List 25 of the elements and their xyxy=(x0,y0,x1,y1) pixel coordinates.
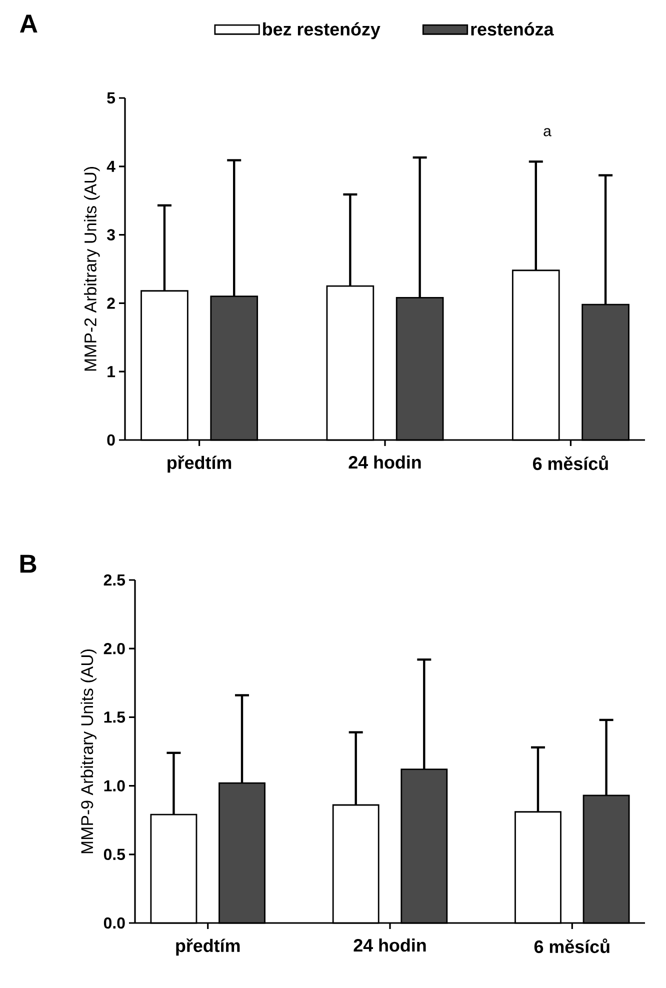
y-tick-label: 1 xyxy=(108,366,116,378)
y-tick-label: 4 xyxy=(106,160,116,172)
y-tick-label: 0.5 xyxy=(104,848,126,860)
y-tick-label: 5 xyxy=(107,92,116,104)
y-axis-title: MMP-2 Arbitrary Units (AU) xyxy=(84,167,100,371)
y-tick-label: 3 xyxy=(106,229,115,240)
legend-label: restenóza xyxy=(471,22,554,36)
y-tick-label: 2 xyxy=(107,298,115,309)
x-tick-label: 24 hodin xyxy=(348,456,421,469)
x-tick-label: 6 měsíců xyxy=(534,938,610,954)
chart-title: B xyxy=(20,554,36,573)
y-tick-label: 0.0 xyxy=(104,917,125,929)
annotation: a xyxy=(544,128,552,136)
x-tick-label: 24 hodin xyxy=(354,938,426,952)
y-tick-label: 2.0 xyxy=(104,642,125,654)
y-axis-title: MMP-9 Arbitrary Units (AU) xyxy=(80,650,96,854)
x-tick-label: předtím xyxy=(176,938,240,956)
legend-label: bez restenózy xyxy=(263,22,380,40)
y-tick-label: 0 xyxy=(107,434,115,446)
y-tick-label: 2.5 xyxy=(104,574,126,586)
chart-title: A xyxy=(20,14,38,33)
y-tick-label: 1.0 xyxy=(104,780,125,792)
y-tick-label: 1.5 xyxy=(104,712,126,723)
x-tick-label: předtím xyxy=(168,456,232,473)
x-tick-label: 6 měsíců xyxy=(532,456,608,470)
